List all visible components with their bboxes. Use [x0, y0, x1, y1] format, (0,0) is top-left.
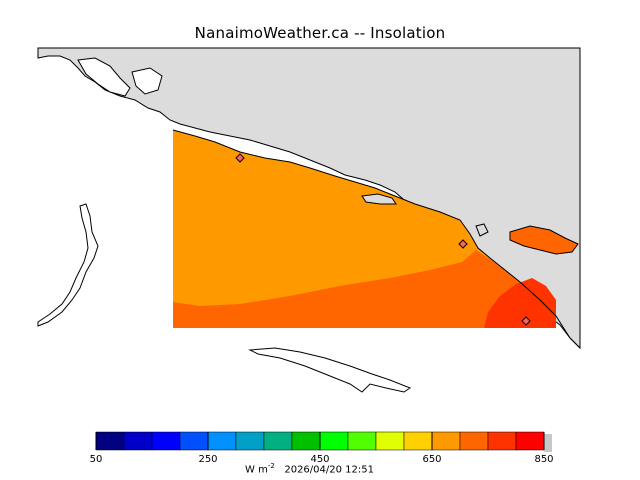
colorbar-ticks: 50 250 450 650 850	[90, 432, 554, 465]
timestamp: 2026/04/20 12:51	[284, 464, 374, 476]
field-band-750-800	[484, 278, 556, 328]
island-2	[475, 223, 489, 237]
colorbar-swatch	[291, 431, 321, 451]
field-band-700-750	[173, 250, 556, 328]
colorbar-swatch	[263, 431, 293, 451]
page-title: NanaimoWeather.ca -- Insolation	[194, 24, 446, 42]
colorbar-tick-label: 450	[310, 454, 329, 465]
colorbar-tick-label: 250	[198, 454, 217, 465]
colorbar-tick-label: 50	[90, 454, 103, 465]
colorbar-swatch	[487, 431, 517, 451]
coastline	[172, 129, 581, 349]
colorbar-swatch	[235, 431, 265, 451]
colorbar-swatch	[179, 431, 209, 451]
colorbar-tick-label: 850	[534, 454, 553, 465]
colorbar-swatch	[123, 431, 153, 451]
colorbar-swatch	[375, 431, 405, 451]
colorbar-swatch	[151, 431, 181, 451]
station-marker	[458, 239, 468, 249]
west-island	[37, 203, 99, 327]
lake-2	[131, 67, 163, 95]
units-line: W m-2 2026/04/20 12:51	[245, 462, 374, 475]
colorbar-swatch	[431, 431, 461, 451]
colorbar-shadow	[544, 434, 552, 452]
station-marker	[521, 316, 531, 326]
station-marker	[235, 153, 245, 163]
colorbar-tick-label: 650	[422, 454, 441, 465]
colorbar-swatch	[347, 431, 377, 451]
units-base: W m	[245, 464, 268, 476]
colorbar-swatch	[319, 431, 349, 451]
lake-1	[77, 57, 131, 97]
colorbar-swatch	[515, 431, 545, 451]
colorbar-swatch	[95, 431, 125, 451]
colorbar-swatch	[207, 431, 237, 451]
peninsula	[509, 225, 579, 255]
colorbar-swatch	[459, 431, 489, 451]
colorbar-swatches	[95, 431, 545, 451]
island-1	[361, 193, 397, 205]
colorbar-swatch	[403, 431, 433, 451]
south-island	[248, 347, 412, 393]
units-exponent: -2	[267, 462, 275, 470]
